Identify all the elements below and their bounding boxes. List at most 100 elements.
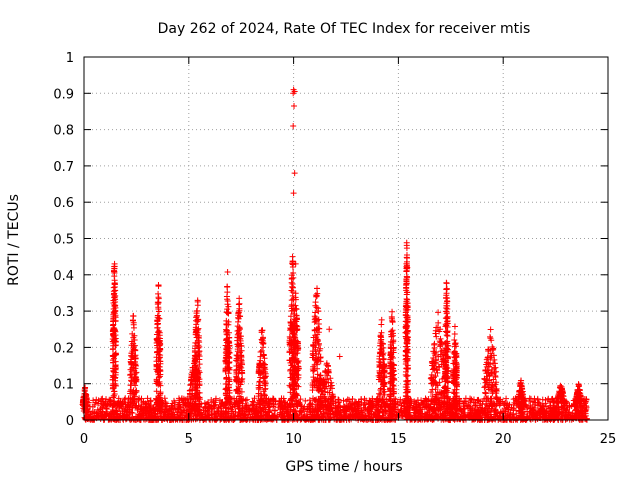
- data-point: [278, 401, 285, 408]
- data-point: [452, 340, 459, 347]
- data-point: [309, 401, 316, 408]
- data-points: [79, 86, 591, 423]
- data-point: [265, 408, 272, 415]
- data-point: [501, 415, 508, 422]
- data-point: [472, 402, 479, 409]
- data-point: [443, 280, 450, 287]
- data-point: [443, 332, 450, 339]
- data-point: [361, 399, 368, 406]
- data-point: [82, 402, 89, 409]
- data-point: [582, 407, 589, 414]
- data-point: [423, 402, 430, 409]
- data-point: [367, 403, 374, 410]
- data-point: [461, 400, 468, 407]
- data-point: [109, 336, 116, 343]
- data-point: [284, 416, 291, 423]
- data-point: [443, 285, 450, 292]
- data-point: [156, 378, 163, 385]
- data-point: [419, 410, 426, 417]
- data-point: [129, 396, 136, 403]
- data-point: [156, 363, 163, 370]
- data-point: [154, 324, 161, 331]
- data-point: [82, 390, 89, 397]
- data-point: [401, 409, 408, 416]
- data-point: [352, 405, 359, 412]
- data-point: [468, 396, 475, 403]
- data-point: [128, 365, 135, 372]
- data-point: [547, 398, 554, 405]
- data-point: [216, 397, 223, 404]
- data-point: [211, 402, 218, 409]
- data-point: [133, 369, 140, 376]
- data-point: [127, 372, 134, 379]
- data-point: [314, 412, 321, 419]
- data-point: [162, 408, 169, 415]
- data-point: [244, 408, 251, 415]
- data-point: [156, 347, 163, 354]
- data-point: [204, 407, 211, 414]
- data-point: [385, 415, 392, 422]
- data-point: [129, 330, 136, 337]
- data-point: [109, 328, 116, 335]
- data-point: [396, 412, 403, 419]
- data-point: [178, 396, 185, 403]
- data-point: [402, 409, 409, 416]
- data-point: [142, 400, 149, 407]
- data-point: [507, 410, 514, 417]
- data-point: [138, 401, 145, 408]
- data-point: [132, 361, 139, 368]
- data-point: [146, 415, 153, 422]
- data-point: [529, 403, 536, 410]
- data-point: [95, 397, 102, 404]
- data-point: [110, 325, 117, 332]
- data-point: [428, 406, 435, 413]
- data-point: [127, 359, 134, 366]
- data-point: [332, 409, 339, 416]
- data-point: [377, 333, 384, 340]
- data-point: [335, 396, 342, 403]
- data-point: [289, 283, 296, 290]
- data-point: [359, 409, 366, 416]
- data-point: [153, 331, 160, 338]
- data-point: [201, 404, 208, 411]
- data-point: [424, 408, 431, 415]
- data-point: [360, 413, 367, 420]
- data-point: [111, 375, 118, 382]
- data-point: [440, 412, 447, 419]
- data-point: [497, 410, 504, 417]
- data-point: [539, 408, 546, 415]
- data-point: [513, 410, 520, 417]
- data-point: [417, 406, 424, 413]
- data-point: [224, 309, 231, 316]
- data-point: [215, 409, 222, 416]
- data-point: [133, 377, 140, 384]
- data-point: [351, 399, 358, 406]
- data-point: [443, 295, 450, 302]
- data-point: [282, 405, 289, 412]
- data-point: [297, 396, 304, 403]
- data-point: [283, 410, 290, 417]
- data-point: [90, 410, 97, 417]
- data-point: [467, 409, 474, 416]
- data-point: [168, 411, 175, 418]
- data-point: [129, 405, 136, 412]
- data-point: [548, 415, 555, 422]
- data-point: [155, 356, 162, 363]
- data-point: [528, 409, 535, 416]
- data-point: [503, 395, 510, 402]
- data-point: [374, 416, 381, 423]
- data-point: [128, 338, 135, 345]
- data-point: [111, 365, 118, 372]
- data-point: [154, 407, 161, 414]
- data-point: [172, 406, 179, 413]
- data-point: [524, 413, 531, 420]
- data-point: [358, 396, 365, 403]
- data-point: [155, 367, 162, 374]
- data-point: [129, 317, 136, 324]
- data-point: [110, 352, 117, 359]
- data-point: [542, 397, 549, 404]
- data-point: [147, 398, 154, 405]
- data-point: [538, 402, 545, 409]
- data-point: [192, 416, 199, 423]
- data-point: [229, 404, 236, 411]
